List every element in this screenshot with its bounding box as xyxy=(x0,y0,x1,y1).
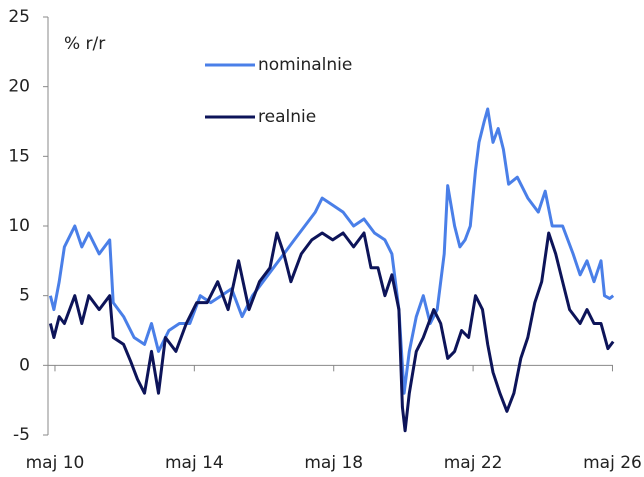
x-tick-label: maj 14 xyxy=(165,453,224,473)
unit-label: % r/r xyxy=(64,34,105,54)
y-tick-label: 25 xyxy=(8,7,30,27)
x-tick-label: maj 26 xyxy=(583,453,642,473)
legend-label: nominalnie xyxy=(258,55,352,75)
y-tick-label: 15 xyxy=(8,146,30,166)
y-tick-label: 5 xyxy=(19,286,30,306)
x-tick-label: maj 18 xyxy=(304,453,363,473)
y-tick-label: 0 xyxy=(19,355,30,375)
x-tick-label: maj 10 xyxy=(26,453,85,473)
series-line xyxy=(48,107,615,395)
x-tick-label: maj 22 xyxy=(444,453,503,473)
y-tick-label: 20 xyxy=(8,77,30,97)
y-tick-label: 10 xyxy=(8,216,30,236)
y-tick-label: -5 xyxy=(13,425,30,445)
legend-label: realnie xyxy=(258,107,316,127)
series-line xyxy=(48,231,615,433)
